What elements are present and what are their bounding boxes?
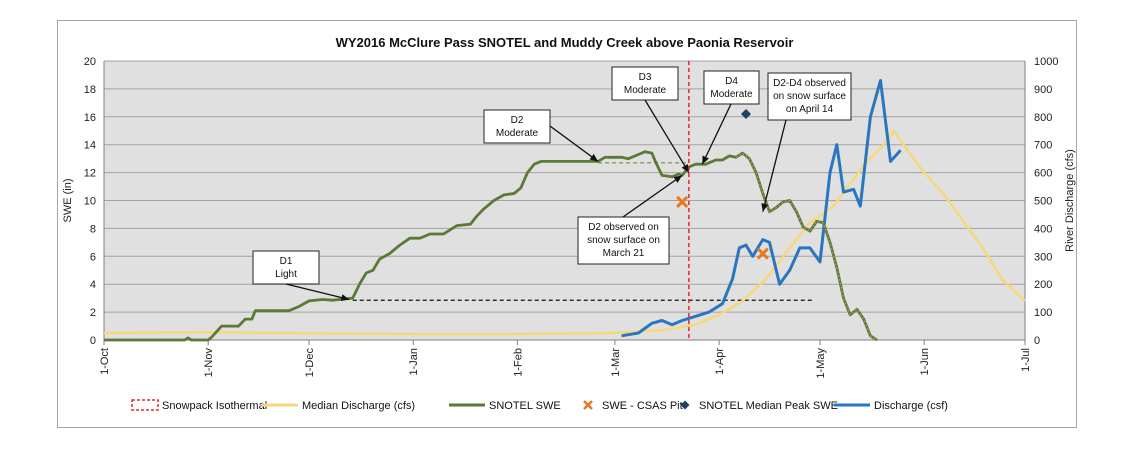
- y-tick-label-left: 2: [90, 307, 96, 319]
- legend-label: Median Discharge (cfs): [302, 400, 415, 412]
- x-tick-label: 1-Feb: [512, 348, 524, 377]
- x-tick-label: 1-Dec: [304, 348, 316, 378]
- legend-swatch: [583, 400, 593, 410]
- legend-item: Snowpack Isothermal: [131, 399, 267, 412]
- annotation-callout: D2-D4 observed on snow surface on April 14: [761, 72, 852, 212]
- y-tick-label-right: 400: [1034, 223, 1052, 235]
- y-tick-label-left: 0: [90, 335, 96, 347]
- annotation-arrow: [549, 125, 599, 162]
- annotation-text: D4: [725, 76, 738, 87]
- marker-csas-pit: [756, 247, 769, 260]
- y-tick-label-left: 8: [90, 223, 96, 235]
- annotation-text: D2-D4 observed: [773, 78, 846, 89]
- annotation-arrow: [762, 119, 787, 212]
- annotation-text: snow surface on: [587, 235, 660, 246]
- x-tick-label: 1-Apr: [714, 348, 726, 375]
- plot-area: 0246810121416182001002003004005006007008…: [84, 56, 1059, 379]
- y-tick-label-right: 700: [1034, 140, 1052, 152]
- annotation-arrowhead: [702, 155, 709, 165]
- annotation-text: D3: [639, 72, 652, 83]
- chart-title: WY2016 McClure Pass SNOTEL and Muddy Cre…: [336, 35, 794, 50]
- series-snotel-swe-melt: [735, 152, 878, 341]
- legend-label: Snowpack Isothermal: [162, 400, 267, 412]
- y-tick-label-left: 20: [84, 56, 96, 68]
- annotation-text: on April 14: [786, 104, 834, 115]
- annotation-arrowhead: [340, 294, 350, 302]
- y-tick-label-right: 0: [1034, 335, 1040, 347]
- y-tick-label-right: 300: [1034, 251, 1052, 263]
- annotation-arrowhead: [673, 175, 683, 183]
- legend-item: SNOTEL SWE: [449, 400, 561, 412]
- legend-swatch: [680, 400, 690, 410]
- x-tick-label: 1-May: [815, 348, 827, 379]
- y-tick-label-left: 10: [84, 196, 96, 208]
- y-tick-label-right: 500: [1034, 196, 1052, 208]
- annotation-text: on snow surface: [773, 91, 846, 102]
- annotation-text: D2 observed on: [588, 222, 659, 233]
- annotation-arrow: [285, 283, 350, 301]
- series-median-discharge: [103, 129, 1026, 336]
- marker-csas-pit: [676, 195, 689, 208]
- legend-label: Discharge (csf): [874, 400, 948, 412]
- y-axis-label-left: SWE (in): [62, 179, 74, 223]
- annotation-callout: D3 Moderate: [611, 66, 690, 173]
- y-tick-label-left: 14: [84, 140, 96, 152]
- annotation-box: [611, 66, 679, 101]
- legend: Snowpack Isothermal Median Discharge (cfs…: [131, 399, 948, 412]
- y-tick-label-left: 4: [90, 279, 96, 291]
- annotation-arrow: [622, 174, 683, 218]
- legend-item: Discharge (csf): [834, 400, 948, 412]
- annotation-arrowhead: [761, 203, 769, 212]
- annotation-arrowhead: [681, 163, 689, 173]
- x-tick-label: 1-Jun: [919, 348, 931, 376]
- y-tick-label-right: 900: [1034, 84, 1052, 96]
- annotation-arrowhead: [589, 153, 599, 162]
- annotation-box: [767, 72, 852, 121]
- annotation-arrow: [701, 103, 732, 165]
- legend-item: SWE - CSAS Pit: [583, 400, 683, 412]
- legend-item: Median Discharge (cfs): [262, 400, 415, 412]
- legend-swatch: [131, 399, 159, 411]
- y-tick-label-left: 12: [84, 168, 96, 180]
- legend-label: SNOTEL SWE: [489, 400, 561, 412]
- chart-frame: [57, 20, 1077, 428]
- legend-item: SNOTEL Median Peak SWE: [680, 400, 838, 412]
- annotation-text: D2: [511, 115, 524, 126]
- y-tick-label-right: 200: [1034, 279, 1052, 291]
- annotation-text: Moderate: [496, 128, 539, 139]
- x-tick-label: 1-Nov: [203, 348, 215, 378]
- x-tick-label: 1-Jul: [1020, 348, 1032, 372]
- y-tick-label-right: 100: [1034, 307, 1052, 319]
- annotation-callout: D2 Moderate: [483, 109, 599, 162]
- y-tick-label-right: 600: [1034, 168, 1052, 180]
- y-axis-label-right: River Discharge (cfs): [1064, 149, 1076, 252]
- annotation-box: [252, 250, 320, 285]
- annotation-callout: D2 observed on snow surface on March 21: [577, 174, 683, 265]
- x-tick-label: 1-Oct: [99, 348, 111, 375]
- y-tick-label-right: 800: [1034, 112, 1052, 124]
- annotation-box: [483, 109, 551, 144]
- marker-median-peak-swe: [741, 109, 752, 120]
- legend-label: SNOTEL Median Peak SWE: [699, 400, 838, 412]
- series-discharge: [621, 79, 902, 338]
- y-tick-label-right: 1000: [1034, 56, 1058, 68]
- x-tick-label: 1-Mar: [610, 348, 622, 377]
- annotation-text: Light: [275, 269, 297, 280]
- y-tick-label-left: 16: [84, 112, 96, 124]
- annotation-text: Moderate: [710, 89, 753, 100]
- y-tick-label-left: 18: [84, 84, 96, 96]
- annotation-arrow: [644, 99, 690, 173]
- annotation-callout: D4 Moderate: [701, 70, 760, 165]
- legend-label: SWE - CSAS Pit: [602, 400, 683, 412]
- series-snotel-swe: [104, 150, 878, 342]
- annotation-text: Moderate: [624, 85, 667, 96]
- annotation-text: March 21: [603, 248, 645, 259]
- y-tick-label-left: 6: [90, 251, 96, 263]
- annotation-box: [703, 70, 760, 105]
- annotation-text: D1: [280, 256, 293, 267]
- annotation-callout: D1 Light: [252, 250, 350, 302]
- x-tick-label: 1-Jan: [408, 348, 420, 376]
- annotation-box: [577, 216, 670, 265]
